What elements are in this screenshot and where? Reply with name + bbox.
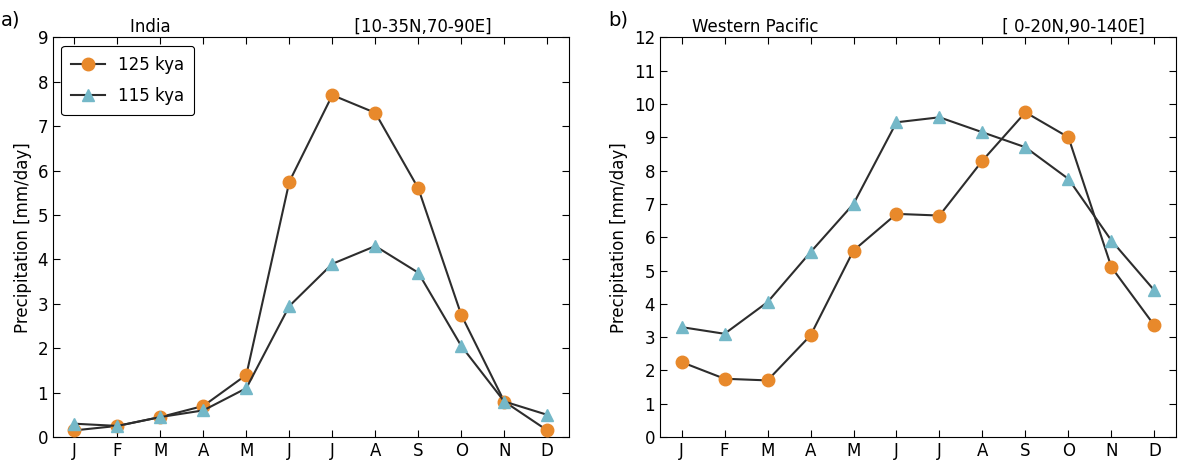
115 kya	[717, 331, 731, 337]
125 kya	[976, 158, 990, 163]
125 kya	[110, 423, 125, 429]
115 kya	[1061, 176, 1075, 182]
Line: 125 kya: 125 kya	[675, 106, 1161, 387]
115 kya	[804, 249, 818, 255]
115 kya	[1104, 238, 1118, 244]
Text: b): b)	[609, 10, 628, 29]
125 kya	[497, 398, 512, 404]
125 kya	[153, 414, 167, 420]
115 kya	[196, 407, 210, 413]
115 kya	[846, 201, 861, 207]
125 kya	[325, 92, 339, 98]
115 kya	[368, 243, 382, 249]
115 kya	[932, 114, 946, 120]
115 kya	[976, 130, 990, 135]
115 kya	[240, 385, 254, 391]
125 kya	[283, 179, 297, 185]
125 kya	[68, 428, 82, 433]
115 kya	[283, 303, 297, 309]
115 kya	[674, 325, 688, 330]
125 kya	[889, 211, 903, 217]
115 kya	[455, 343, 469, 349]
Legend: 125 kya, 115 kya: 125 kya, 115 kya	[62, 46, 193, 115]
125 kya	[196, 403, 210, 409]
125 kya	[1061, 134, 1075, 140]
125 kya	[846, 248, 861, 253]
125 kya	[411, 186, 425, 191]
Line: 115 kya: 115 kya	[675, 111, 1161, 340]
125 kya	[761, 378, 775, 383]
125 kya	[368, 110, 382, 116]
Line: 115 kya: 115 kya	[68, 240, 553, 432]
125 kya	[674, 359, 688, 365]
115 kya	[761, 299, 775, 305]
115 kya	[1018, 145, 1033, 150]
115 kya	[110, 423, 125, 429]
115 kya	[889, 120, 903, 125]
115 kya	[153, 414, 167, 420]
125 kya	[1018, 109, 1033, 115]
Y-axis label: Precipitation [mm/day]: Precipitation [mm/day]	[14, 142, 32, 333]
125 kya	[540, 428, 554, 433]
125 kya	[804, 333, 818, 338]
125 kya	[1148, 323, 1162, 328]
Title: Western Pacific                                   [ 0-20N,90-140E]: Western Pacific [ 0-20N,90-140E]	[692, 18, 1144, 36]
125 kya	[240, 372, 254, 378]
115 kya	[540, 412, 554, 418]
Text: a): a)	[1, 10, 21, 29]
125 kya	[1104, 264, 1118, 270]
125 kya	[717, 376, 731, 382]
115 kya	[1148, 288, 1162, 293]
125 kya	[932, 213, 946, 219]
Line: 125 kya: 125 kya	[68, 89, 553, 437]
115 kya	[325, 261, 339, 267]
125 kya	[455, 312, 469, 318]
115 kya	[68, 421, 82, 427]
Y-axis label: Precipitation [mm/day]: Precipitation [mm/day]	[610, 142, 628, 333]
115 kya	[411, 270, 425, 276]
Title: India                                   [10-35N,70-90E]: India [10-35N,70-90E]	[131, 18, 491, 36]
115 kya	[497, 398, 512, 404]
